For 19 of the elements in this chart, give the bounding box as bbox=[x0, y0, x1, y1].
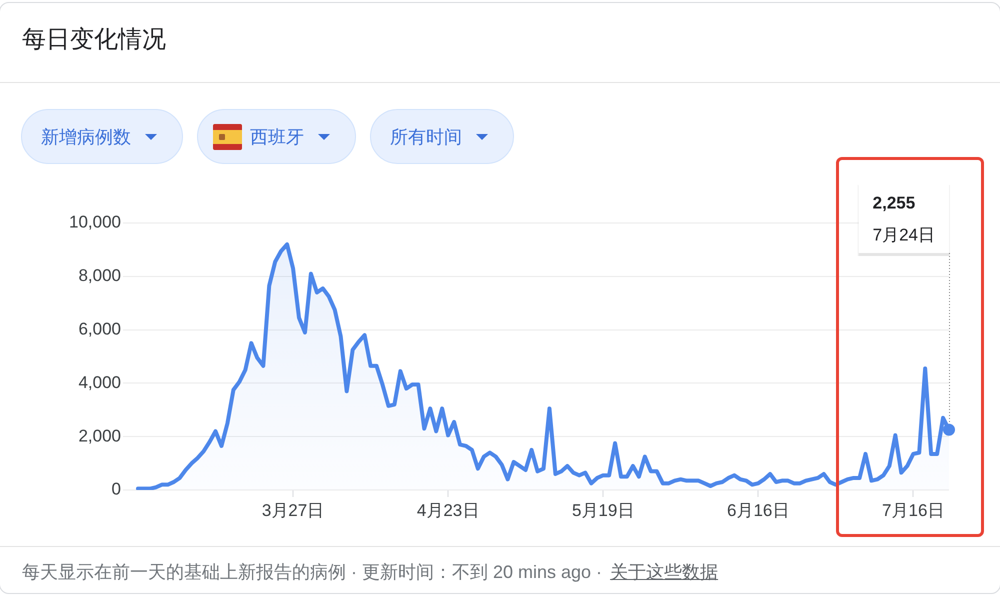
y-tick-label: 10,000 bbox=[69, 212, 121, 232]
x-tick-label: 6月16日 bbox=[726, 500, 790, 520]
x-tick-label: 7月16日 bbox=[882, 500, 944, 520]
y-tick-label: 6,000 bbox=[78, 319, 121, 338]
dropdown-button: 西班牙 bbox=[197, 109, 356, 164]
x-tick-label: 4月23日 bbox=[416, 500, 480, 520]
x-tick-label: 3月27日 bbox=[262, 500, 324, 520]
y-tick-label: 2,000 bbox=[78, 426, 121, 446]
annotation: 7月24日 bbox=[872, 226, 936, 245]
text: 关于这些数据 bbox=[610, 562, 718, 582]
x-tick-label: 5月19日 bbox=[572, 500, 634, 520]
chart-title: 每日变化情况 bbox=[22, 26, 166, 54]
y-tick-label: 8,000 bbox=[78, 266, 121, 286]
y-tick-label: 0 bbox=[112, 480, 121, 499]
y-tick-label: 4,000 bbox=[78, 372, 121, 392]
dropdown-button: 新增病例数 bbox=[21, 109, 183, 164]
text: 每天显示在前一天的基础上新报告的病例 · 更新时间：不到 20 mins ago · bbox=[22, 562, 602, 582]
dropdown-button: 所有时间 bbox=[370, 109, 514, 164]
text: 2,255 bbox=[872, 194, 916, 213]
